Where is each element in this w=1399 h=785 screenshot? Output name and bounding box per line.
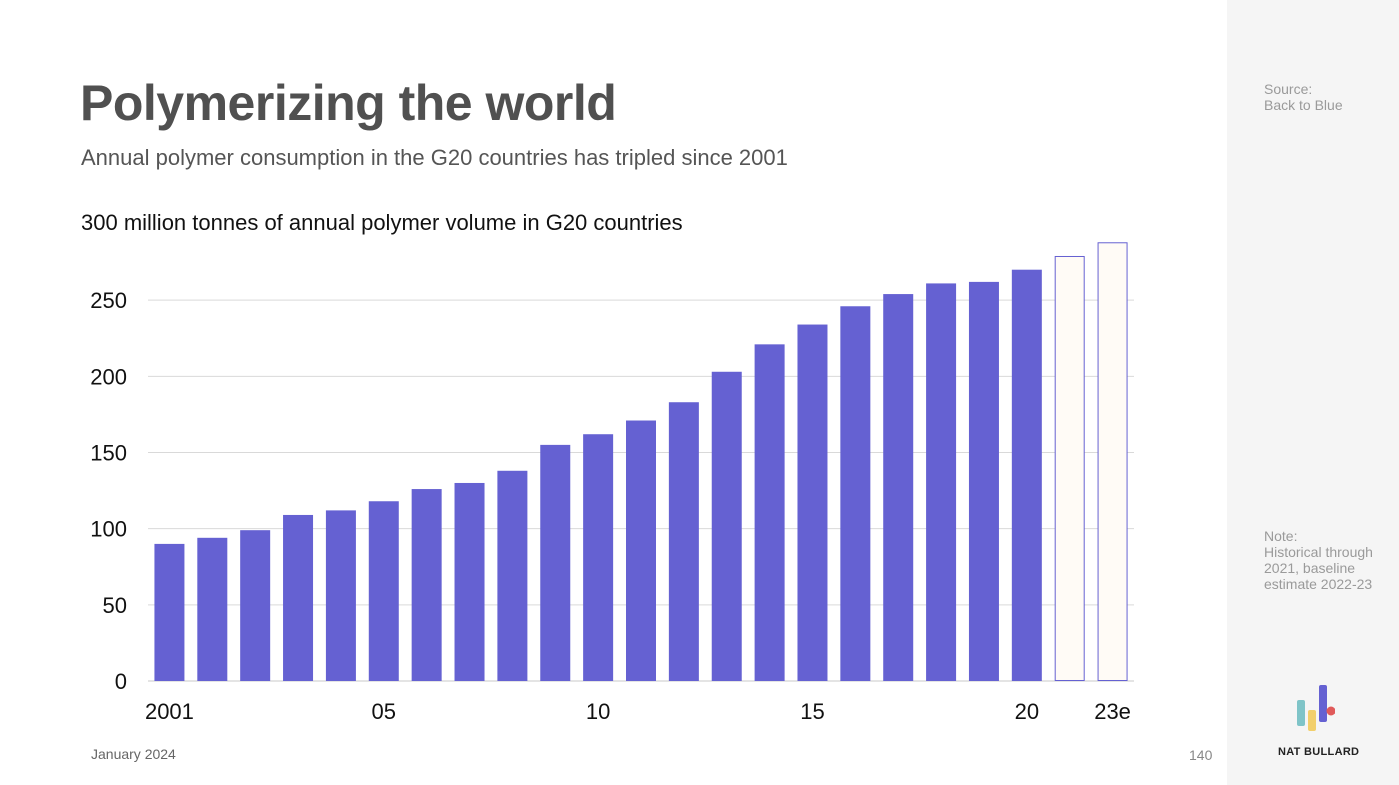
slide-main: Polymerizing the world Annual polymer co… — [80, 75, 1213, 763]
bar-2004 — [283, 514, 314, 681]
y-tick-label: 200 — [90, 364, 127, 389]
y-tick-label: 150 — [90, 441, 127, 466]
bar-2022 — [1054, 255, 1085, 681]
bar-2021 — [1011, 269, 1042, 681]
bar-2002 — [197, 537, 228, 681]
bar-2005 — [325, 510, 356, 681]
bar-2013 — [668, 402, 699, 681]
bar-2008 — [454, 482, 485, 681]
bar-2006 — [368, 501, 399, 681]
page-title: Polymerizing the world — [80, 75, 617, 131]
bar-2003 — [240, 530, 271, 681]
bar-2017 — [840, 306, 871, 681]
x-tick-label: 20 — [1015, 699, 1039, 724]
y-tick-label: 250 — [90, 288, 127, 313]
bar-2011 — [583, 434, 614, 681]
brand-name: NAT BULLARD — [1278, 746, 1360, 758]
bar-2010 — [540, 444, 571, 681]
bar-2001 — [154, 543, 185, 681]
bar-2019 — [926, 283, 957, 681]
x-tick-label: 10 — [586, 699, 610, 724]
page-number: 140 — [1189, 747, 1213, 763]
bar-2009 — [497, 470, 528, 681]
x-tick-label: 2001 — [145, 699, 194, 724]
bar-2014 — [711, 371, 742, 681]
bar-2015 — [754, 344, 785, 681]
x-tick-label: 15 — [800, 699, 824, 724]
brand-logo-icon — [1297, 685, 1335, 731]
y-tick-label: 0 — [115, 669, 127, 694]
slide-sidebar — [1227, 0, 1399, 785]
methodology-note: Note: Historical through 2021, baseline … — [1264, 528, 1373, 592]
bar-2018 — [883, 294, 914, 681]
bar-chart: 0 50 100 150 200 250 2001 05 10 15 20 23e — [90, 242, 1134, 724]
bar-2012 — [626, 420, 656, 681]
page-subtitle: Annual polymer consumption in the G20 co… — [81, 145, 788, 170]
x-tick-label: 23e — [1094, 699, 1131, 724]
chart-title: 300 million tonnes of annual polymer vol… — [81, 210, 683, 235]
y-tick-label: 50 — [103, 593, 127, 618]
y-tick-label: 100 — [90, 517, 127, 542]
bar-2016 — [797, 324, 828, 681]
bar-2023 — [1097, 242, 1128, 681]
x-tick-label: 05 — [372, 699, 396, 724]
bar-2007 — [411, 489, 442, 681]
source-note: Source: Back to Blue — [1264, 81, 1343, 113]
footer-date: January 2024 — [91, 746, 176, 762]
bar-2020 — [968, 281, 999, 681]
